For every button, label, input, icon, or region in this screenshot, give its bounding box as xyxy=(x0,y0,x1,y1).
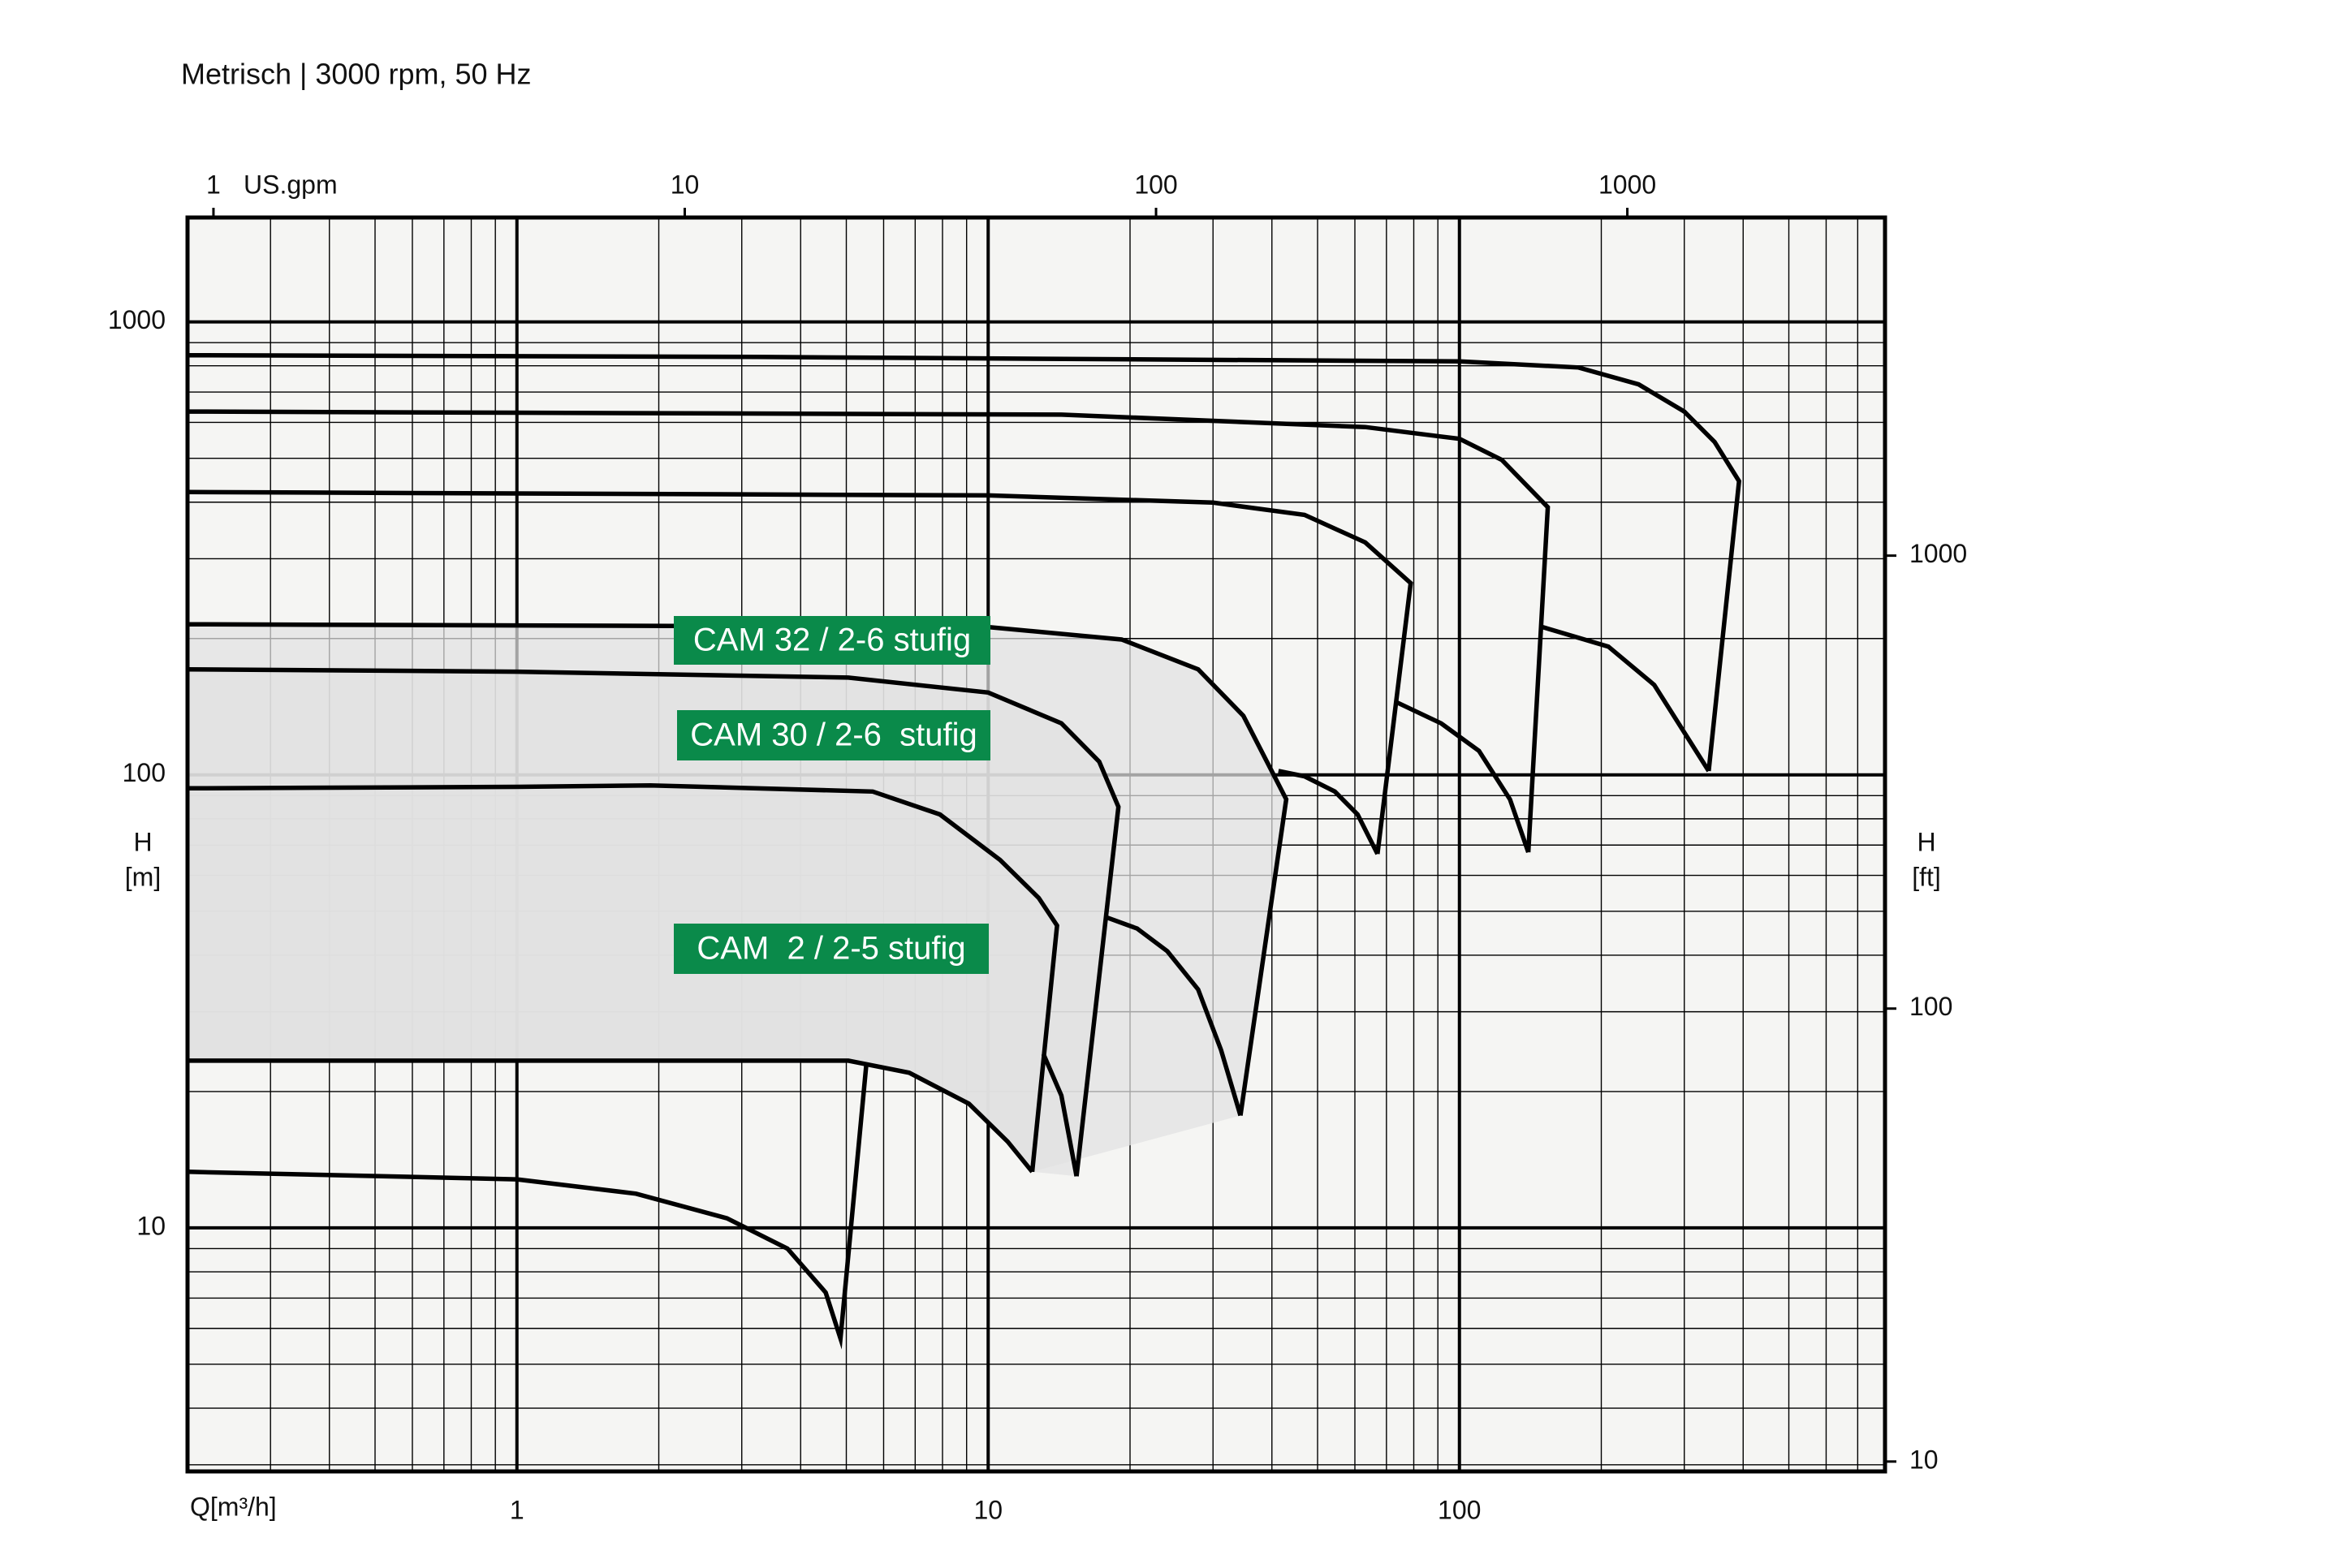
chart-title: Metrisch | 3000 rpm, 50 Hz xyxy=(181,58,532,91)
pump-curve xyxy=(187,409,1551,853)
x-tick-label: 100 xyxy=(1438,1495,1481,1524)
plot-frame xyxy=(185,215,1887,1474)
pump-curve xyxy=(187,782,1059,1173)
x-axis-label: Q[m³/h] xyxy=(190,1492,277,1521)
annotation-box xyxy=(677,710,990,760)
x2-axis-label: US.gpm xyxy=(244,170,338,199)
x-tick-label: 10 xyxy=(973,1495,1003,1524)
y2-axis-label: [ft] xyxy=(1912,862,1941,891)
annotation: CAM 30 / 2-6 stufig xyxy=(690,717,977,753)
pump-curve xyxy=(1278,769,1380,855)
pump-curve xyxy=(187,352,1742,772)
x2-tick-label: 10 xyxy=(671,170,700,199)
pump-curve xyxy=(1106,915,1243,1117)
y-axis-label: H xyxy=(133,827,152,856)
annotation: CAM 2 / 2-5 stufig xyxy=(697,931,965,967)
x2-tick-label: 1000 xyxy=(1598,170,1656,199)
annotation-box xyxy=(674,924,989,974)
y-axis-label: [m] xyxy=(125,862,161,891)
x2-tick-label: 1 xyxy=(206,170,221,199)
x-tick-label: 1 xyxy=(510,1495,524,1524)
pump-curve xyxy=(1041,1053,1079,1177)
y-tick-label: 10 xyxy=(136,1211,166,1240)
pump-curve xyxy=(187,666,1121,1177)
y2-tick-label: 1000 xyxy=(1909,539,1967,568)
y-tick-label: 1000 xyxy=(108,305,166,334)
y2-tick-label: 100 xyxy=(1909,992,1952,1021)
x2-tick-label: 100 xyxy=(1134,170,1177,199)
y2-tick-label: 10 xyxy=(1909,1445,1939,1474)
pump-curve xyxy=(1542,624,1711,773)
pump-curve xyxy=(187,1062,869,1350)
pump-curve xyxy=(188,1058,1034,1174)
annotation: CAM 32 / 2-6 stufig xyxy=(693,622,971,658)
annotation-box xyxy=(674,616,990,665)
pump-curve xyxy=(187,489,1413,855)
y-tick-label: 100 xyxy=(123,758,166,787)
range-area xyxy=(188,785,1058,1172)
y2-axis-label: H xyxy=(1917,827,1935,856)
pump-curve xyxy=(1394,700,1531,854)
